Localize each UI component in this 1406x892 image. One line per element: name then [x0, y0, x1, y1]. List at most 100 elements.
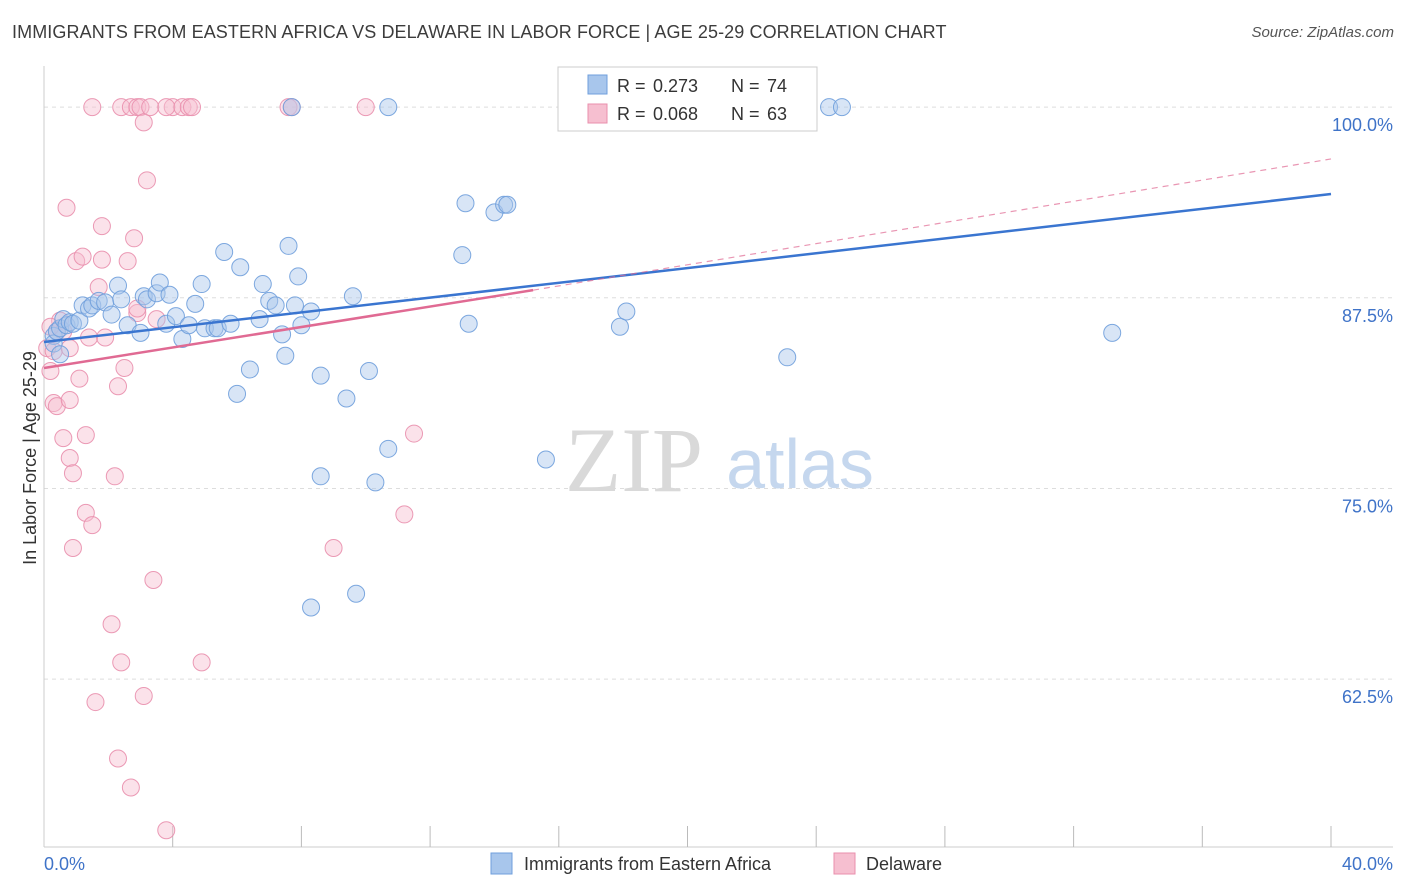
chart-source: Source: ZipAtlas.com: [1251, 24, 1394, 41]
data-point: [536, 450, 555, 469]
legend-label-eastern-africa: Immigrants from Eastern Africa: [524, 854, 772, 874]
stats-swatch-pink: [587, 103, 608, 124]
data-point: [228, 384, 247, 403]
data-point: [311, 467, 330, 486]
data-point: [610, 317, 629, 336]
data-point: [63, 538, 82, 557]
data-point: [54, 429, 73, 448]
data-point: [215, 243, 234, 262]
watermark: ZIP atlas: [565, 409, 874, 511]
legend-swatch-eastern-africa: [490, 852, 513, 875]
data-point: [112, 290, 131, 309]
data-point: [70, 311, 89, 330]
data-point: [89, 291, 108, 310]
data-point: [125, 229, 144, 248]
data-point: [240, 360, 259, 379]
trend-lines: [43, 158, 1332, 370]
data-point: [157, 821, 176, 840]
data-point: [112, 653, 131, 672]
data-point: [73, 247, 92, 266]
data-point: [498, 195, 517, 214]
y-tick-label: 87.5%: [1342, 306, 1393, 326]
stats-r-value-pink: 0.068: [653, 104, 698, 124]
data-point: [324, 538, 343, 557]
data-point: [343, 287, 362, 306]
data-point: [80, 299, 99, 318]
data-point: [67, 252, 86, 271]
data-point: [70, 369, 89, 388]
data-point: [109, 749, 128, 768]
data-point: [157, 98, 176, 117]
data-point: [112, 98, 131, 117]
data-point: [276, 346, 295, 365]
data-point: [366, 473, 385, 492]
watermark-zip: ZIP: [565, 409, 703, 511]
y-tick-label: 100.0%: [1332, 115, 1393, 135]
data-point: [83, 98, 102, 117]
data-point: [356, 98, 375, 117]
data-point: [63, 464, 82, 483]
data-point: [131, 323, 150, 342]
stats-n-value-blue: 74: [767, 76, 787, 96]
data-point: [617, 302, 636, 321]
data-point: [302, 598, 321, 617]
data-point: [183, 98, 202, 117]
data-point: [134, 686, 153, 705]
data-point: [405, 424, 424, 443]
chart-title: IMMIGRANTS FROM EASTERN AFRICA VS DELAWA…: [12, 22, 947, 42]
data-point: [820, 98, 839, 117]
stats-r-label-blue: R =: [617, 76, 646, 96]
data-point: [279, 236, 298, 255]
data-point: [192, 275, 211, 294]
data-point: [163, 98, 182, 117]
data-point: [102, 615, 121, 634]
trend-line: [43, 288, 534, 370]
stats-n-label-blue: N =: [731, 76, 760, 96]
legend-swatch-delaware: [833, 852, 856, 875]
data-point: [289, 267, 308, 286]
data-point: [137, 290, 156, 309]
data-point: [60, 313, 79, 332]
data-point: [137, 171, 156, 190]
data-point: [147, 310, 166, 329]
data-point: [160, 285, 179, 304]
grid-lines: [44, 106, 1393, 680]
data-point: [83, 516, 102, 535]
data-point: [86, 693, 105, 712]
data-point: [105, 467, 124, 486]
data-point: [186, 294, 205, 313]
data-point: [778, 348, 797, 367]
y-tick-label: 75.0%: [1342, 496, 1393, 516]
data-point: [395, 505, 414, 524]
data-point: [192, 653, 211, 672]
stats-n-value-pink: 63: [767, 104, 787, 124]
y-tick-label: 62.5%: [1342, 687, 1393, 707]
data-point: [379, 439, 398, 458]
stats-n-label-pink: N =: [731, 104, 760, 124]
data-point: [128, 304, 147, 323]
data-point: [166, 307, 185, 326]
data-point: [121, 98, 140, 117]
legend-label-delaware: Delaware: [866, 854, 942, 874]
data-point: [89, 278, 108, 297]
data-point: [92, 217, 111, 236]
data-point: [102, 305, 121, 324]
trend-line: [43, 192, 1332, 344]
y-axis-title: In Labor Force | Age 25-29: [20, 351, 40, 565]
trend-line-extension: [532, 158, 1332, 291]
data-point: [109, 276, 128, 295]
axes: 100.0% 87.5% 75.0% 62.5% 0.0% 40.0%: [43, 66, 1393, 874]
data-point: [134, 113, 153, 132]
data-point: [379, 98, 398, 117]
data-point: [57, 198, 76, 217]
series-legend: Immigrants from Eastern Africa Delaware: [490, 852, 942, 875]
data-point: [60, 448, 79, 467]
data-point: [832, 98, 851, 117]
data-point: [141, 98, 160, 117]
data-point: [76, 426, 95, 445]
data-point: [453, 246, 472, 265]
data-point: [96, 328, 115, 347]
stats-r-label-pink: R =: [617, 104, 646, 124]
data-point: [266, 296, 285, 315]
